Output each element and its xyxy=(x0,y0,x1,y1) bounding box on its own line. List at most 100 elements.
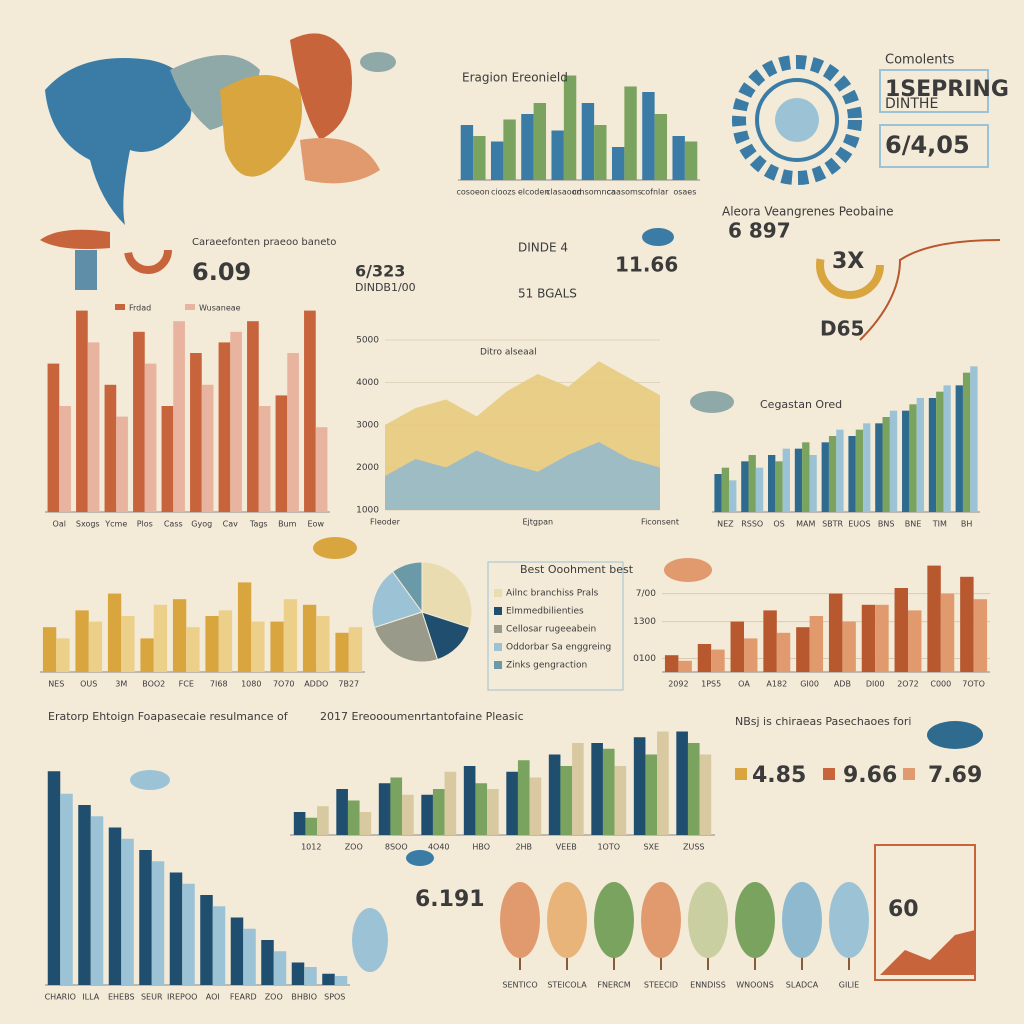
bar xyxy=(182,883,195,985)
x-tick-label: CHARIO xyxy=(45,993,76,1002)
y-tick-label: 0100 xyxy=(633,654,656,664)
bar xyxy=(47,771,61,985)
bar xyxy=(336,789,348,835)
bar xyxy=(76,310,88,512)
tree-crown xyxy=(735,882,775,958)
bar xyxy=(270,621,284,672)
x-tick-label: C000 xyxy=(930,680,951,689)
x-tick-label: 2HB xyxy=(515,843,532,852)
card xyxy=(874,844,976,981)
bar xyxy=(378,783,391,835)
x-tick-label: Eow xyxy=(308,520,325,529)
x-tick-label: Plos xyxy=(137,520,153,529)
bar xyxy=(763,610,777,672)
tree-row: SENTICO STEICOLA FNERCM STEECID ENNDISS WNOON… xyxy=(500,882,869,990)
x-tick-label: cmsomnca xyxy=(572,188,616,197)
bar xyxy=(108,827,122,985)
bar xyxy=(729,480,737,512)
legend-swatch xyxy=(494,607,502,615)
x-tick-label: Tags xyxy=(249,520,268,529)
x-tick-label: RSSO xyxy=(741,520,763,529)
bar xyxy=(261,940,274,985)
legend-swatch xyxy=(494,589,502,597)
legend-swatch xyxy=(185,304,195,310)
bar xyxy=(794,448,803,512)
stat-text: Caraeefonten praeoo baneto xyxy=(192,237,336,248)
x-tick-label: Oal xyxy=(53,520,66,529)
x-tick-label: BHBIO xyxy=(291,993,317,1002)
bar xyxy=(460,125,474,180)
bar xyxy=(402,794,414,835)
bar xyxy=(551,130,564,180)
x-tick-label: elcoden xyxy=(518,188,550,197)
bar xyxy=(855,429,864,512)
bar xyxy=(212,906,226,985)
x-tick-label: ADDO xyxy=(304,680,328,689)
bar xyxy=(741,461,749,512)
bar xyxy=(432,789,445,835)
x-tick-label: 1OTO xyxy=(597,843,620,852)
bar xyxy=(962,372,971,512)
bar xyxy=(121,616,135,672)
stat-text: 1SEPRING xyxy=(885,77,1009,102)
cloud xyxy=(927,721,983,749)
bar xyxy=(304,310,316,512)
x-tick-label: ZUSS xyxy=(683,843,705,852)
bar xyxy=(348,627,363,672)
x-tick-label: Bum xyxy=(278,520,297,529)
tree-label: SLADCA xyxy=(786,981,819,990)
cloud xyxy=(130,770,170,790)
x-tick-label: A182 xyxy=(766,680,787,689)
bar xyxy=(173,321,185,512)
chart-title: Best Ooohment best xyxy=(520,563,634,576)
bar xyxy=(943,385,951,512)
bar xyxy=(744,638,758,672)
x-tick-label: DI00 xyxy=(866,680,885,689)
bar xyxy=(730,621,744,672)
legend-swatch xyxy=(494,625,502,633)
bar xyxy=(572,743,584,835)
bar xyxy=(121,838,134,985)
x-tick-label: cosoeon xyxy=(457,188,490,197)
bar xyxy=(533,103,547,180)
bar xyxy=(563,75,577,180)
x-tick-label: SEUR xyxy=(141,993,163,1002)
x-tick-label: osaes xyxy=(673,188,696,197)
bar xyxy=(88,621,103,672)
legend-label: Frdad xyxy=(129,304,151,313)
y-tick-label: 4000 xyxy=(356,378,379,388)
x-tick-label: Sxogs xyxy=(76,520,100,529)
pie-slice xyxy=(373,611,439,663)
bar xyxy=(275,395,288,512)
bar xyxy=(56,638,70,672)
bar xyxy=(776,632,791,672)
tree-label: GILIE xyxy=(839,981,859,990)
bar xyxy=(473,136,486,180)
x-tick-label: BH xyxy=(961,520,973,529)
x-tick-label: VEEB xyxy=(556,843,577,852)
tree xyxy=(352,908,388,972)
bar xyxy=(697,644,712,672)
stat-text: 6.09 xyxy=(192,258,251,286)
legend-label: Wusaneae xyxy=(199,304,241,313)
x-tick-label: ILLA xyxy=(82,993,99,1002)
bar xyxy=(645,754,658,835)
bar xyxy=(490,141,504,180)
decor xyxy=(40,226,1001,981)
bar xyxy=(273,951,287,985)
bar xyxy=(768,455,776,512)
stat-text: 11.66 xyxy=(615,253,678,277)
x-tick-label: OS xyxy=(773,520,784,529)
x-tick-label: MAM xyxy=(796,520,815,529)
x-tick-label: NEZ xyxy=(717,520,734,529)
x-tick-label: caasoms xyxy=(607,188,642,197)
bar xyxy=(642,92,655,180)
gear xyxy=(732,55,989,185)
map-land xyxy=(300,138,380,184)
bar xyxy=(334,976,348,985)
bar xyxy=(676,731,688,835)
bar xyxy=(809,455,817,512)
bar xyxy=(633,737,646,835)
chart-title: Cegastan Ored xyxy=(760,398,842,411)
bar xyxy=(821,442,829,512)
